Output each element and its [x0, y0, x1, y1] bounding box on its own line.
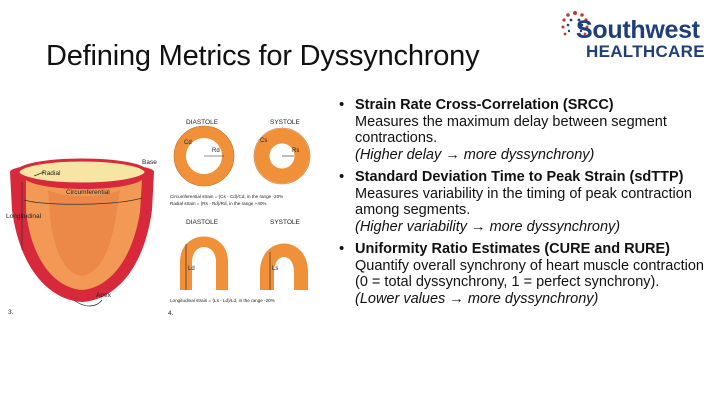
bullet-title: Standard Deviation Time to Peak Strain (… [355, 169, 684, 185]
systole-label-bottom: SYSTOLE [270, 219, 301, 226]
diastole-arch [180, 236, 228, 290]
logo-subtitle: HEALTHCARE [586, 42, 705, 61]
figure-number-4: 4. [168, 310, 174, 317]
logo-wordmark: Southwest [576, 16, 700, 44]
metrics-bullet-list: Strain Rate Cross-Correlation (SRCC) Mea… [336, 97, 716, 313]
bullet-note: (Higher variability → more dyssynchrony) [355, 218, 621, 235]
southwest-healthcare-logo: Southwest HEALTHCARE [560, 8, 708, 70]
diastole-label-bottom: DIASTOLE [186, 219, 219, 226]
label-cd: Cd [184, 140, 192, 146]
heart-ventricle-figure: Radial Base Circumferential Longitudinal… [6, 158, 157, 316]
bullet-srcc: Strain Rate Cross-Correlation (SRCC) Mea… [336, 97, 716, 163]
label-base: Base [142, 159, 157, 166]
systole-ring [254, 128, 310, 184]
bullet-note: (Lower values → more dyssynchrony) [355, 290, 599, 307]
radial-strain-formula: Radial strain = (Rs - Rd)/Rd, in the ran… [170, 201, 267, 206]
logo-mark-icon [561, 11, 589, 36]
label-apex: Apex [96, 292, 112, 299]
diastole-ring [174, 126, 234, 186]
bullet-sdttp: Standard Deviation Time to Peak Strain (… [336, 169, 716, 235]
bullet-body: Measures variability in the timing of pe… [355, 185, 692, 219]
bullet-body: Quantify overall synchrony of heart musc… [355, 257, 704, 291]
label-radial: Radial [42, 170, 61, 177]
slide-title: Defining Metrics for Dyssynchrony [46, 40, 480, 72]
label-ld: Ld [188, 266, 195, 272]
bullet-note: (Higher delay → more dyssynchrony) [355, 146, 595, 163]
diastole-label-top: DIASTOLE [186, 119, 219, 126]
endocardium-cavity [48, 190, 120, 276]
figure-number-3: 3. [8, 309, 14, 316]
ventricle-opening [16, 158, 148, 186]
label-rd: Rd [212, 148, 220, 154]
bullet-cure-rure: Uniformity Ratio Estimates (CURE and RUR… [336, 241, 716, 307]
circumferential-strain-formula: Circumferential strain = (Cs - Cd)/Cd, i… [170, 194, 283, 199]
bullet-title: Strain Rate Cross-Correlation (SRCC) [355, 97, 614, 113]
systole-label-top: SYSTOLE [270, 119, 301, 126]
label-cs: Cs [260, 138, 267, 144]
label-circumferential: Circumferential [66, 189, 110, 196]
label-rs: Rs [292, 148, 299, 154]
bullet-body: Measures the maximum delay between segme… [355, 113, 667, 147]
systole-arch [260, 243, 308, 290]
label-longitudinal: Longitudinal [6, 213, 42, 220]
label-ls: Ls [272, 266, 278, 272]
bullet-title: Uniformity Ratio Estimates (CURE and RUR… [355, 241, 671, 257]
longitudinal-strain-formula: Longitudinal strain = (Ls - Ld)/Ld, in t… [170, 298, 275, 303]
strain-diagram-figure: DIASTOLE SYSTOLE Cd Rd Cs Rs Circumferen… [168, 119, 311, 317]
